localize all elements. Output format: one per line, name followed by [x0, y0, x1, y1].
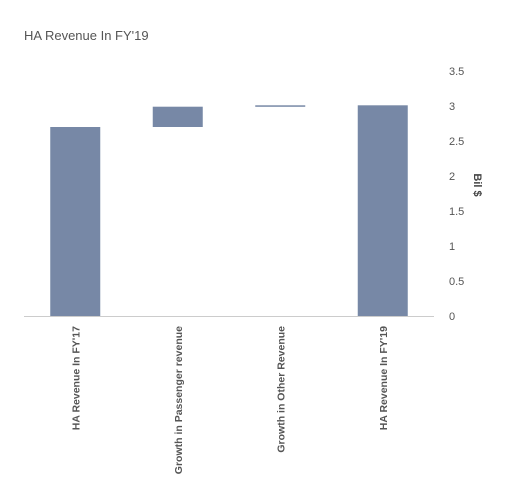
y-tick-label: 0: [449, 311, 455, 323]
y-axis-label: Bil $: [471, 173, 483, 196]
bar-4: [357, 105, 408, 316]
y-axis-ticks: 0 0.5 1 1.5 2 2.5 3 3.5: [449, 66, 464, 323]
x-axis-labels: HA Revenue In FY'17 Growth in Passenger r…: [70, 326, 390, 474]
bars-group: [50, 105, 408, 316]
x-category-label: HA Revenue In FY'17: [70, 326, 82, 430]
y-tick-label: 1: [449, 241, 455, 253]
y-tick-label: 0.5: [449, 276, 464, 288]
x-category-label: HA Revenue In FY'19: [378, 326, 390, 430]
y-tick-label: 1.5: [449, 206, 464, 218]
y-tick-label: 3: [449, 101, 455, 113]
chart-title: HA Revenue In FY'19: [24, 28, 149, 43]
bar-2: [152, 106, 203, 127]
y-tick-label: 3.5: [449, 66, 464, 78]
bar-3: [255, 105, 306, 107]
y-tick-label: 2.5: [449, 136, 464, 148]
x-category-label: Growth in Passenger revenue: [173, 326, 185, 474]
bar-1: [50, 127, 101, 316]
x-category-label: Growth in Other Revenue: [275, 326, 287, 453]
y-tick-label: 2: [449, 171, 455, 183]
